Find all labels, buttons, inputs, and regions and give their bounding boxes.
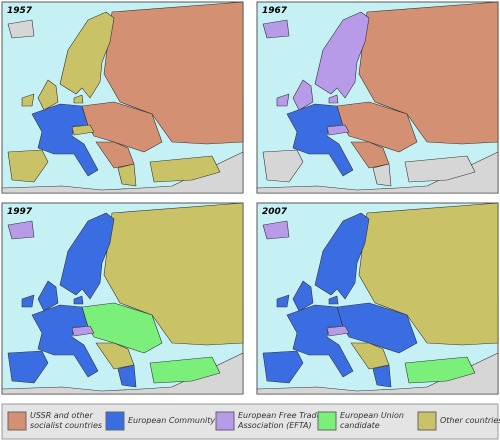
legend-label: Other countries (440, 416, 500, 425)
legend-swatch (317, 411, 337, 431)
map-panel: 1967 (256, 1, 499, 194)
map-panel: 1957 (1, 1, 244, 194)
legend-swatch (417, 411, 437, 431)
legend-label: European Free Trade (238, 411, 322, 420)
map-year: 1967 (262, 6, 288, 16)
legend-label: USSR and other (30, 411, 93, 420)
legend: USSR and other socialist countries Europ… (1, 403, 500, 440)
legend-swatch (7, 411, 27, 431)
map-year: 1997 (7, 207, 33, 217)
legend-label: candidate (340, 421, 380, 430)
legend-box (1, 403, 499, 440)
legend-swatch (105, 411, 125, 431)
map-panel: 1997 (1, 202, 244, 395)
map-year: 2007 (262, 207, 288, 217)
legend-label: European Union (340, 411, 404, 420)
legend-label: socialist countries (30, 421, 102, 430)
map-year: 1957 (7, 6, 33, 16)
legend-label: European Community (128, 416, 215, 425)
legend-swatch (215, 411, 235, 431)
map-panel: 2007 (256, 202, 499, 395)
legend-label: Association (EFTA) (237, 421, 312, 430)
